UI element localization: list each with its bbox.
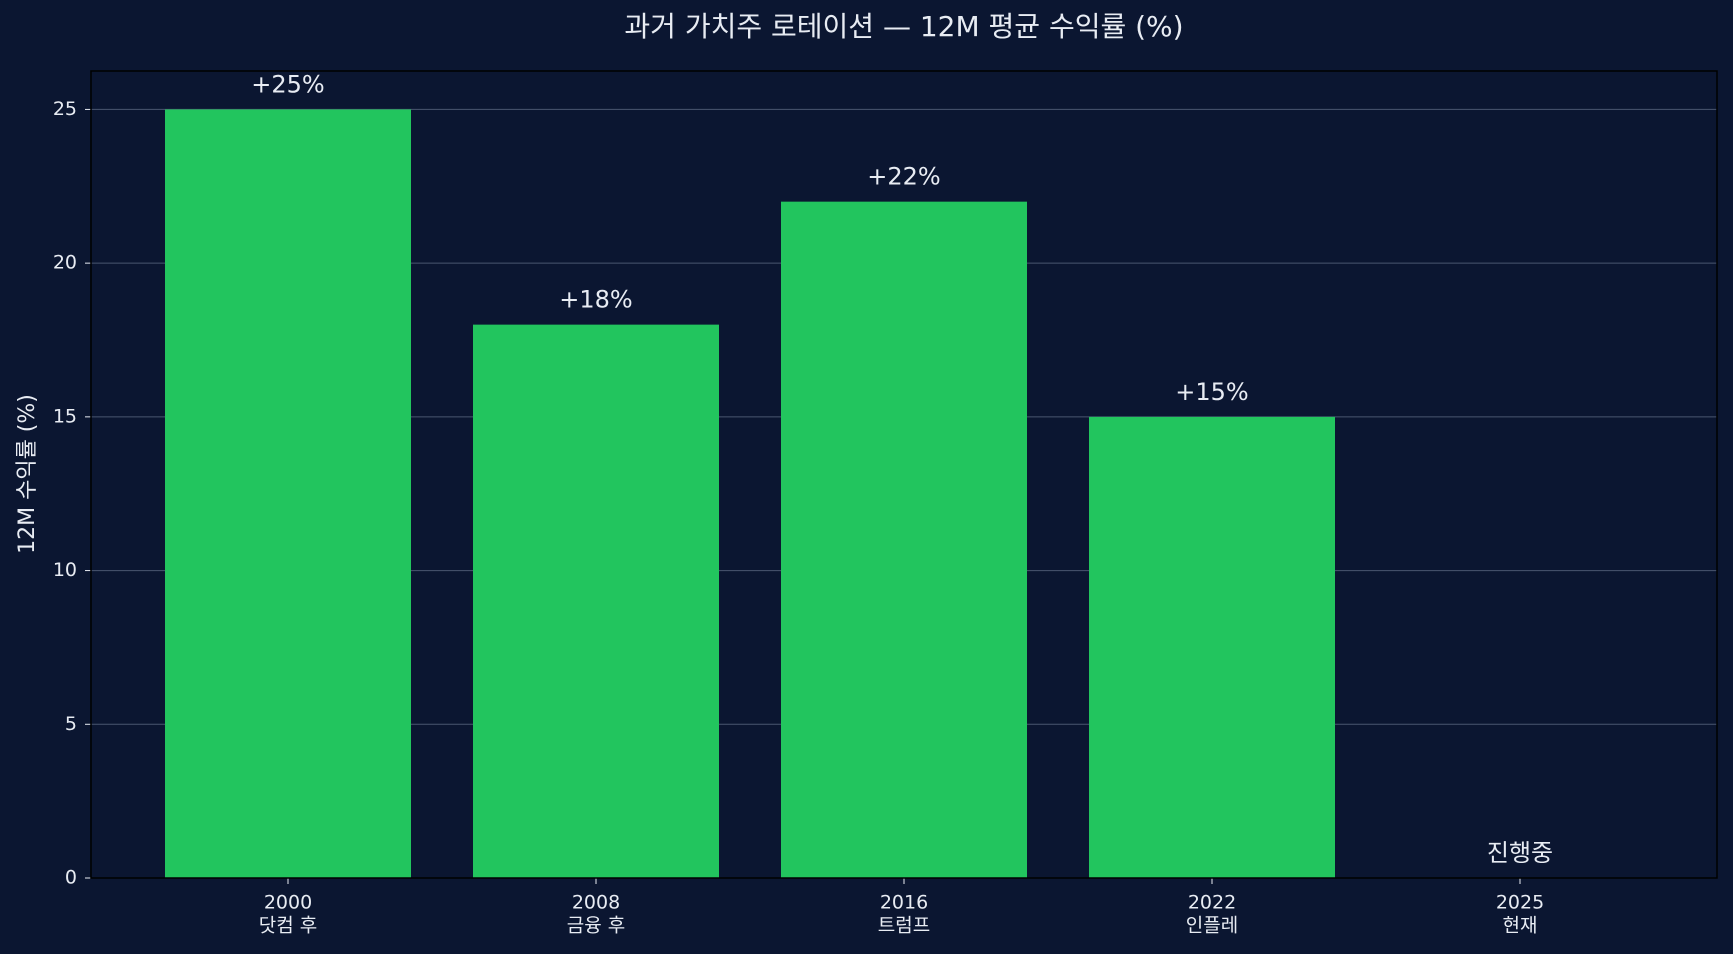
x-tick-label: 2025: [1496, 892, 1544, 914]
value-label: +22%: [867, 163, 940, 191]
chart-title: 과거 가치주 로테이션 — 12M 평균 수익률 (%): [624, 10, 1183, 43]
plot-frame: [90, 70, 1718, 879]
value-label: 진행중: [1487, 839, 1553, 867]
x-tick-label: 2016: [880, 892, 928, 914]
x-tick-note: 인플레: [1186, 915, 1238, 937]
y-tick-label: 5: [65, 713, 77, 735]
y-tick-label: 0: [65, 867, 77, 889]
y-tick-label: 25: [53, 98, 77, 120]
y-tick-label: 15: [53, 405, 77, 427]
value-label: +15%: [1175, 378, 1248, 406]
value-label: +18%: [559, 286, 632, 314]
bar: [1089, 416, 1335, 878]
y-axis-label: 12M 수익률 (%): [15, 394, 40, 554]
x-tick-note: 트럼프: [878, 915, 930, 937]
x-tick-note: 금융 후: [567, 915, 625, 937]
x-tick-label: 2022: [1188, 892, 1236, 914]
x-tick-label: 2008: [572, 892, 620, 914]
value-label: +25%: [251, 70, 324, 98]
x-tick-label: 2000: [264, 892, 312, 914]
x-tick-note: 닷컴 후: [259, 915, 317, 937]
y-tick-label: 20: [53, 252, 77, 274]
bar: [473, 324, 719, 879]
y-tick-label: 10: [53, 559, 77, 581]
bar: [781, 201, 1027, 878]
bar: [165, 109, 411, 878]
x-tick-note: 현재: [1503, 915, 1538, 937]
